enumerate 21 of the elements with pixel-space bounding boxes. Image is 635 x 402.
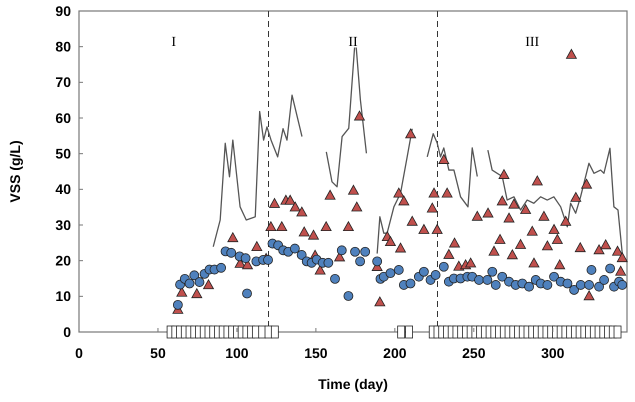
y-tick-label: 30 xyxy=(55,216,72,233)
y-tick-label: 0 xyxy=(63,324,72,340)
y-tick-label: 60 xyxy=(55,110,72,126)
y-tick-label: 80 xyxy=(55,38,72,55)
annotation: III xyxy=(525,34,540,50)
x-tick-label: 150 xyxy=(304,345,328,361)
x-tick-label: 0 xyxy=(75,345,84,361)
x-tick-label: 200 xyxy=(383,345,407,361)
y-tick-label: 50 xyxy=(55,146,72,162)
y-tick-label: 90 xyxy=(55,2,72,19)
x-tick-label: 300 xyxy=(541,345,565,361)
x-axis-title: Time (day) xyxy=(318,376,388,392)
y-axis-title: VSS (g/L) xyxy=(7,140,23,203)
x-tick-label: 100 xyxy=(225,345,249,361)
y-tick-label: 10 xyxy=(55,288,72,304)
annotation: I xyxy=(171,34,176,50)
x-tick-label: 50 xyxy=(150,345,166,361)
y-tick-label: 40 xyxy=(55,181,72,198)
x-tick-label: 250 xyxy=(462,345,486,361)
y-tick-label: 20 xyxy=(55,252,72,269)
y-tick-label: 70 xyxy=(55,74,72,90)
